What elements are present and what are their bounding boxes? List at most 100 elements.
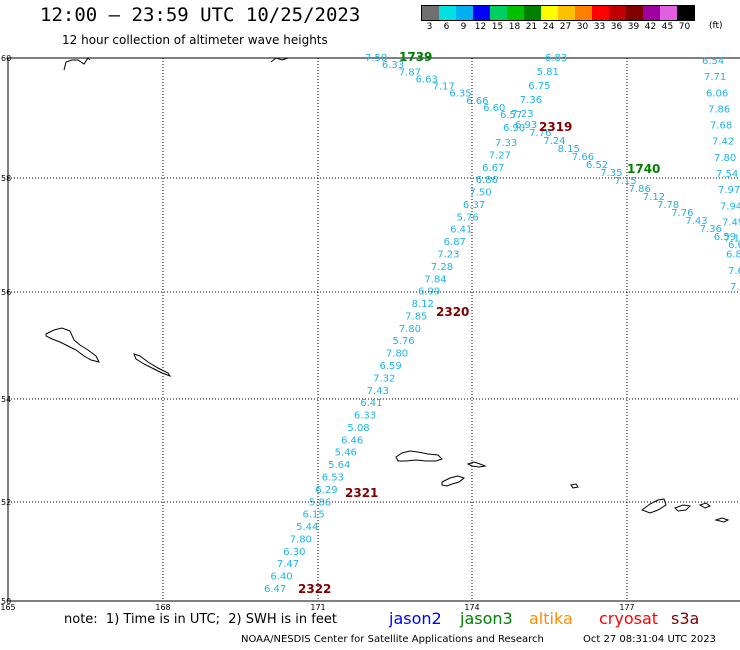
wave-height-label: 7.43 — [685, 216, 707, 227]
legend-swatch — [422, 6, 439, 20]
legend-label: 39 — [627, 22, 640, 32]
wave-height-label: 7.80 — [714, 153, 736, 164]
legend-label: 3 — [426, 22, 433, 32]
pass-time-labels: 1739 2319 1740 2320 2321 2322 — [298, 50, 660, 596]
lat-tick-label: 52 — [1, 498, 11, 507]
color-legend: 3 6 9 12 15 18 21 24 27 30 33 36 39 42 45 70 (ft) — [421, 5, 723, 32]
legend-label: 24 — [542, 22, 555, 32]
pass-time-label: 1739 — [399, 50, 432, 64]
legend-label: 33 — [593, 22, 606, 32]
wave-height-label: 7.36 — [520, 95, 542, 106]
map-frame — [7, 57, 740, 602]
wave-height-label: 6.93 — [515, 120, 537, 131]
wave-height-label: 7.87 — [399, 67, 421, 78]
wave-height-label: 6.33 — [354, 411, 376, 422]
wave-height-label: 6.60 — [728, 240, 740, 251]
wave-height-label: 6.82 — [726, 250, 740, 261]
wave-height-label: 5.44 — [296, 522, 318, 533]
satellite-label-s3a: s3a — [671, 609, 700, 628]
wave-height-label: 6.63 — [416, 74, 438, 85]
wave-height-label: 7.50 — [469, 188, 491, 199]
page-title: 12:00 – 23:59 UTC 10/25/2023 — [40, 4, 361, 26]
wave-height-label: 7.32 — [373, 373, 395, 384]
wave-height-label: 5.76 — [457, 212, 479, 223]
legend-label: 36 — [610, 22, 623, 32]
legend-label: 18 — [508, 22, 521, 32]
legend-swatch — [456, 6, 473, 20]
pass-time-label: 2322 — [298, 582, 331, 596]
island-small-1 — [466, 461, 487, 468]
wave-height-label: 7.43 — [367, 386, 389, 397]
island-rat-2 — [674, 504, 692, 512]
legend-swatch — [592, 6, 609, 20]
legend-swatch — [558, 6, 575, 20]
pass-time-label: 2321 — [345, 486, 378, 500]
wave-height-label: 7.49 — [722, 217, 740, 228]
wave-height-label: 8.15 — [558, 144, 580, 155]
wave-height-label: 7.28 — [431, 262, 453, 273]
wave-height-label: 6.15 — [303, 510, 325, 521]
wave-height-label: 7.50 — [365, 53, 387, 64]
wave-height-label: 7.94 — [720, 201, 740, 212]
wave-height-label: 6.75 — [528, 81, 550, 92]
legend-label: 12 — [474, 22, 487, 32]
legend-swatch — [507, 6, 524, 20]
wave-height-label: 6.54 — [702, 56, 724, 67]
wave-height-label: 6.46 — [341, 435, 363, 446]
wave-height-label: 7.54 — [716, 169, 738, 180]
wave-height-label: 7.80 — [290, 534, 312, 545]
wave-height-label: 7.23 — [511, 109, 533, 120]
lon-tick-label: 165 — [0, 603, 15, 612]
wave-height-label: 6.59 — [714, 232, 736, 243]
wave-height-label: 6.06 — [706, 88, 728, 99]
wave-height-label: 6.60 — [483, 103, 505, 114]
wave-height-labels: 7.506.337.876.637.176.356.666.606.576.93… — [264, 53, 740, 595]
island-rat-1 — [640, 498, 667, 514]
lat-tick-label: 60 — [1, 54, 11, 63]
wave-height-label: 6.29 — [315, 485, 337, 496]
legend-swatch — [524, 6, 541, 20]
wave-height-label: 6.47 — [264, 584, 286, 595]
wave-height-label: 7.84 — [424, 274, 446, 285]
legend-label: 70 — [678, 22, 691, 32]
wave-height-label: 5.76 — [392, 336, 414, 347]
lat-tick-label: 50 — [1, 597, 11, 606]
legend-swatch — [490, 6, 507, 20]
legend-label: 42 — [644, 22, 657, 32]
wave-height-label: 6.99 — [418, 287, 440, 298]
wave-height-label: 7.76 — [671, 208, 693, 219]
wave-height-label: 6.87 — [444, 237, 466, 248]
coast-top-mid — [270, 57, 289, 63]
wave-height-label: 7.80 — [399, 324, 421, 335]
wave-height-label: 7.12 — [643, 192, 665, 203]
wave-height-label: 5.08 — [347, 423, 369, 434]
wave-height-label: 7.12 — [724, 234, 740, 245]
lon-tick-label: 174 — [464, 603, 479, 612]
wave-height-label: 7.36 — [700, 224, 722, 235]
island-small-2 — [570, 483, 579, 489]
footer-credit: NOAA/NESDIS Center for Satellite Applica… — [241, 634, 544, 645]
wave-height-label: 7.33 — [495, 138, 517, 149]
lon-tick-label: 168 — [155, 603, 170, 612]
legend-swatch — [609, 6, 626, 20]
satellite-label-cryosat: cryosat — [599, 609, 659, 628]
map-grid — [7, 57, 740, 602]
wave-height-label: 7.23 — [437, 250, 459, 261]
pass-time-label: 1740 — [627, 162, 660, 176]
coast-top-left — [63, 57, 91, 71]
lon-tick-label: 177 — [619, 603, 634, 612]
wave-height-label: 6.33 — [382, 60, 404, 71]
legend-label: 6 — [443, 22, 450, 32]
island-rat-4 — [714, 517, 730, 523]
wave-height-label: 7.86 — [708, 104, 730, 115]
wave-height-label: 7.24 — [543, 136, 565, 147]
wave-height-label: 7.66 — [572, 152, 594, 163]
legend-unit: (ft) — [709, 21, 723, 31]
wave-height-label: 7.86 — [629, 184, 651, 195]
wave-height-label: 7.15 — [614, 176, 636, 187]
footer-note: note: 1) Time is in UTC; 2) SWH is in fe… — [64, 612, 337, 627]
wave-height-label: 7.80 — [386, 349, 408, 360]
wave-height-label: 6.41 — [450, 225, 472, 236]
island-st-lawrence — [45, 327, 100, 363]
